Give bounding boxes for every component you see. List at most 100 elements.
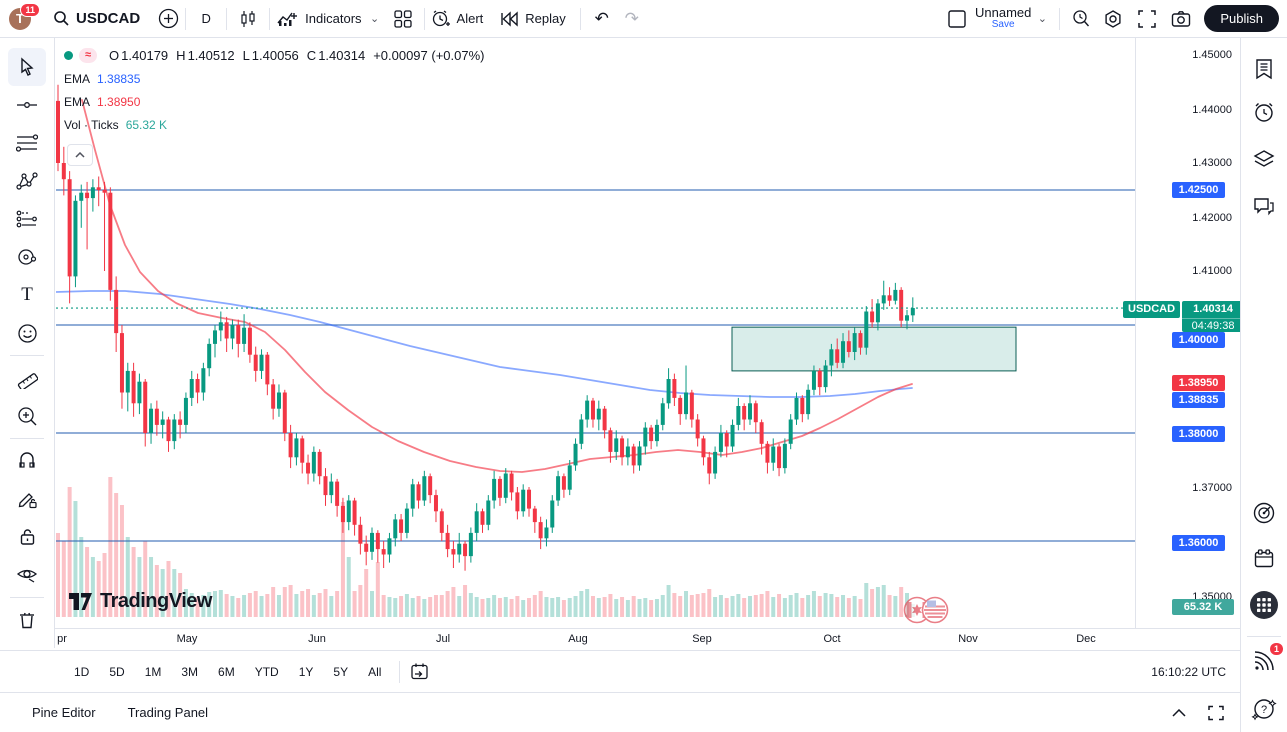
volume-bar: [864, 583, 869, 617]
candle-body: [567, 465, 572, 490]
trend-line-tool[interactable]: [8, 86, 46, 124]
watchlist-button[interactable]: [1249, 54, 1279, 84]
range-button-1m[interactable]: 1M: [144, 664, 162, 679]
save-layout-button[interactable]: Unnamed Save: [975, 6, 1031, 31]
delayed-data-badge[interactable]: ≈: [79, 48, 98, 63]
pattern-tool[interactable]: [8, 162, 46, 200]
volume-bar: [311, 595, 316, 617]
volume-bar: [67, 487, 72, 617]
volume-bar: [841, 595, 846, 617]
legend-collapse-button[interactable]: [67, 144, 93, 166]
forecast-tool[interactable]: [8, 200, 46, 238]
range-button-3m[interactable]: 3M: [181, 664, 199, 679]
layout-grid-button[interactable]: [388, 9, 418, 28]
panel-maximize-button[interactable]: [1208, 705, 1224, 721]
candle-body: [765, 443, 770, 463]
zoom-in-icon: [17, 406, 38, 427]
indicator-templates-button[interactable]: ⌄: [362, 12, 388, 25]
candle-body: [846, 341, 851, 352]
zoom-in-tool[interactable]: [8, 397, 46, 435]
range-buttons: 1D 5D 1M 3M 6M YTD 1Y 5Y All: [62, 661, 389, 683]
hotlists-button[interactable]: [1249, 498, 1279, 528]
range-button-1y[interactable]: 1Y: [298, 664, 314, 679]
camera-icon: [1171, 10, 1191, 28]
candle-body: [730, 424, 735, 447]
alerts-button[interactable]: [1249, 97, 1279, 127]
volume-bar: [422, 599, 427, 617]
volume-bar: [137, 557, 142, 617]
quick-search-button[interactable]: [1066, 9, 1096, 29]
range-button-5d[interactable]: 5D: [109, 664, 125, 679]
range-button-6m[interactable]: 6M: [218, 664, 235, 679]
indicator-legend-ema-red[interactable]: EMA 1.38950: [64, 95, 487, 109]
streams-button[interactable]: 1: [1249, 643, 1283, 676]
settings-button[interactable]: [1096, 9, 1130, 29]
chart-pane[interactable]: [56, 38, 1135, 628]
toolbar-separator: [185, 7, 187, 30]
candle-body: [323, 476, 328, 496]
tab-trading-panel[interactable]: Trading Panel: [127, 705, 209, 720]
volume-bar: [218, 590, 223, 617]
volume-bar: [631, 596, 636, 617]
apps-menu-button[interactable]: [1249, 590, 1279, 620]
range-button-all[interactable]: All: [368, 664, 382, 679]
layout-menu-button[interactable]: ⌄: [1031, 12, 1053, 25]
time-axis-month-label: Nov: [958, 633, 978, 645]
fib-retracement-tool[interactable]: [8, 124, 46, 162]
range-button-5y[interactable]: 5Y: [333, 664, 349, 679]
screenshot-button[interactable]: [1164, 10, 1198, 28]
candle-body: [870, 311, 875, 323]
remove-all-tool[interactable]: [8, 601, 46, 639]
cursor-tool[interactable]: [8, 48, 46, 86]
chart-style-button[interactable]: [233, 9, 263, 29]
user-avatar[interactable]: T 11: [9, 2, 40, 30]
volume-bar: [364, 569, 369, 617]
replay-button[interactable]: Replay: [499, 10, 566, 27]
go-to-date-button[interactable]: [410, 662, 429, 681]
text-tool[interactable]: T: [8, 276, 46, 314]
range-button-ytd[interactable]: YTD: [254, 664, 279, 679]
undo-button[interactable]: ↶: [587, 9, 617, 29]
tab-pine-editor[interactable]: Pine Editor: [32, 705, 96, 720]
layout-select-button[interactable]: [947, 9, 967, 29]
time-axis[interactable]: pr May Jun Jul Aug Sep Oct Nov Dec: [0, 628, 1240, 650]
compare-add-button[interactable]: [158, 8, 179, 29]
calendar-button[interactable]: [1249, 544, 1279, 574]
redo-button[interactable]: ↷: [617, 9, 647, 29]
fullscreen-button[interactable]: [1130, 9, 1164, 28]
help-button[interactable]: ?: [1249, 694, 1279, 724]
magnet-tool[interactable]: [8, 442, 46, 480]
price-axis-separator[interactable]: [1135, 38, 1136, 648]
candle-body: [881, 295, 886, 304]
volume-bar: [684, 591, 689, 617]
volume-bar: [306, 589, 311, 617]
symbol-search-button[interactable]: USDCAD: [53, 10, 140, 27]
publish-button[interactable]: Publish: [1204, 5, 1279, 32]
quick-search-icon: [1071, 9, 1091, 29]
indicator-legend-ema-blue[interactable]: EMA 1.38835: [64, 72, 487, 86]
object-tree-button[interactable]: [1249, 144, 1279, 174]
indicator-legend-volume[interactable]: Vol · Ticks 65.32 K: [64, 118, 487, 132]
lock-all-tool[interactable]: [8, 518, 46, 556]
geometric-shapes-tool[interactable]: [8, 238, 46, 276]
ohlc-values: O 1.40179 H 1.40512 L 1.40056 C 1.40314 +0.00097…: [109, 48, 485, 63]
volume-bar: [590, 596, 595, 617]
symbol-legend-row[interactable]: ≈ O 1.40179 H 1.40512 L 1.40056 C 1.40314 +0.000…: [64, 48, 487, 63]
candle-body: [811, 370, 816, 390]
panel-expand-button[interactable]: [1172, 708, 1186, 717]
measure-tool[interactable]: [8, 359, 46, 397]
interval-button[interactable]: D: [192, 11, 220, 26]
indicators-button[interactable]: Indicators: [276, 9, 362, 29]
chart-canvas[interactable]: [56, 38, 1135, 628]
volume-bar: [625, 600, 630, 617]
chat-button[interactable]: [1249, 191, 1279, 221]
clock-utc[interactable]: 16:10:22 UTC: [1151, 664, 1226, 679]
candle-body: [247, 327, 252, 355]
alert-button[interactable]: Alert: [431, 9, 483, 29]
hide-all-tool[interactable]: [8, 556, 46, 594]
range-button-1d[interactable]: 1D: [74, 664, 90, 679]
draw-lock-tool[interactable]: [8, 480, 46, 518]
emoji-tool[interactable]: [8, 314, 46, 352]
price-axis[interactable]: 1.45000 1.44000 1.43000 1.42500 1.42000 1.410…: [1136, 38, 1240, 628]
candle-body: [561, 476, 566, 490]
